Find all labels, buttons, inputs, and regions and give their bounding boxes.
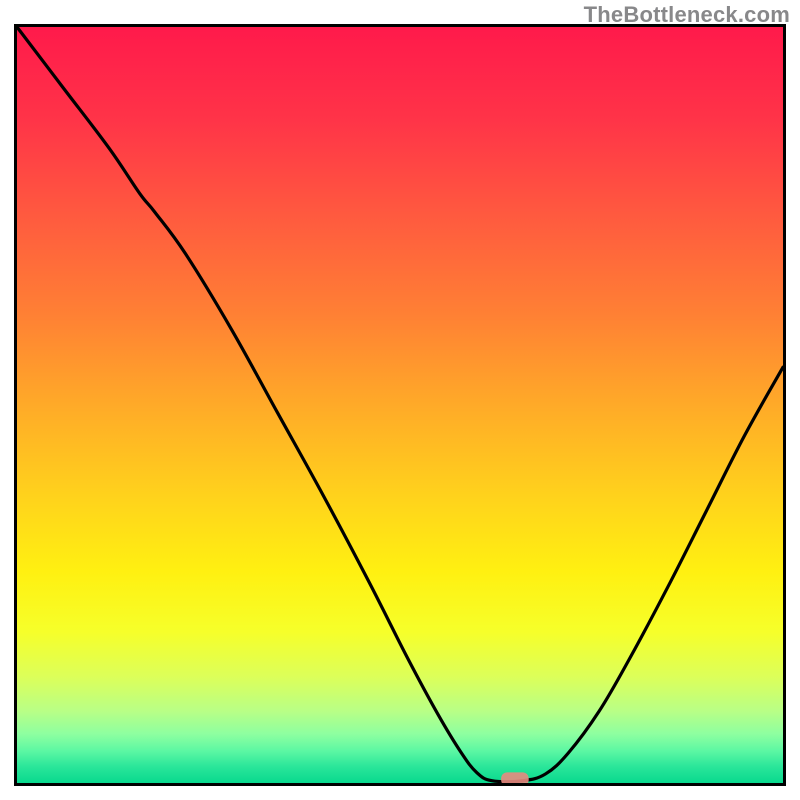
bottleneck-chart <box>14 24 786 786</box>
chart-svg <box>14 24 786 786</box>
gradient-background <box>17 27 783 783</box>
chart-frame: TheBottleneck.com <box>0 0 800 800</box>
